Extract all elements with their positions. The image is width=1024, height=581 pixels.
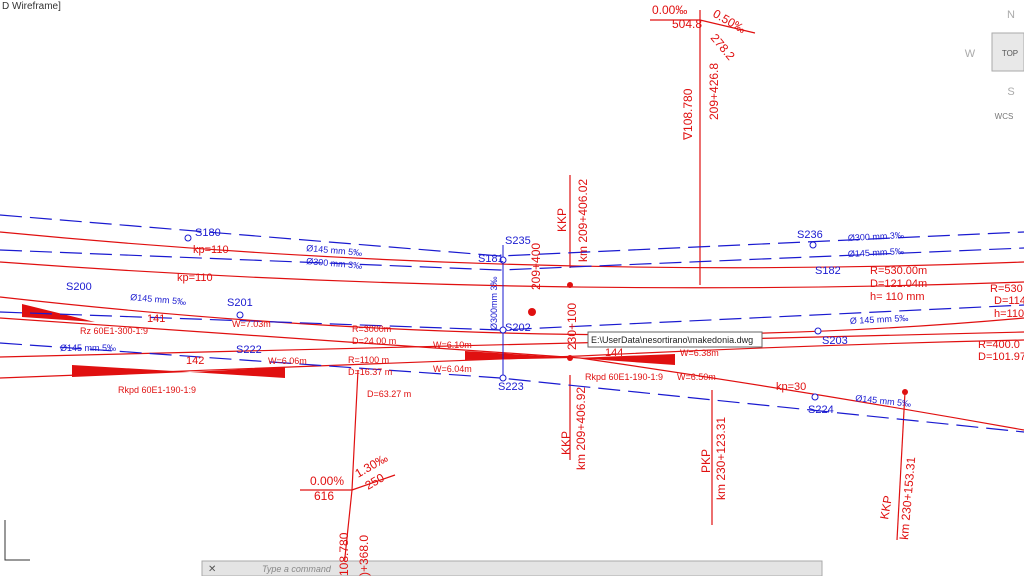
drawing-label: Ø145 mm 5‰ [60,343,116,353]
drawing-label: W=6.04m [433,364,472,374]
tooltip-box [587,331,763,348]
drawing-label: D=24.00 m [352,336,396,346]
alignment-lines [0,10,1024,577]
compass-w: W [965,48,976,60]
drawing-label: S201 [227,297,253,309]
drawing-label: Ø145 mm 5‰ [848,246,904,259]
drawing-label: S222 [236,344,262,356]
drawing-label: W=6.50m [677,372,716,382]
drawing-label: Rz 60E1-300-1:9 [80,326,148,336]
drawing-label: PKP [699,449,713,473]
drawing-label: )+368.0 [357,535,371,576]
drawing-label: R=530.00m [870,265,927,277]
drawing-label: D=121.04m [870,278,927,290]
drawing-label: S224 [808,404,834,416]
drawing-label: 108.780 [337,532,351,576]
drawing-label: 616 [314,489,334,503]
drawing-label: km 230+123.31 [714,417,728,500]
drawing-label: Ø 145 mm 5‰ [850,313,909,326]
drawing-label: 504.8 [672,17,702,31]
drawing-label: h= 110 mm [870,291,925,303]
viewport-label[interactable]: D Wireframe] [2,1,61,12]
drawing-label: 278.2 [708,31,738,63]
drawing-label: Ø145 mm 5‰ [306,243,363,258]
drawing-label: 209+426.8 [707,63,721,120]
drawing-label: Ø300mm 3‰ [489,276,499,330]
command-prompt[interactable]: Type a command [262,564,332,574]
drawing-label: S181 [478,253,504,265]
drawing-label: D=16.37 m [348,367,392,377]
drawing-label: S235 [505,235,531,247]
drawing-label: km 209+406.02 [576,179,590,262]
drawing-label: Ø145 mm 5‰ [855,393,912,409]
drawing-label: S236 [797,229,823,241]
drawing-label: W=6.06m [268,356,307,366]
drawing-label: 0.00‰ [652,3,687,17]
drawing-label: D=114 [994,295,1024,307]
drawing-label: h=110 [994,308,1024,320]
drawing-label: KKP [877,494,895,520]
compass-n: N [1007,9,1015,21]
drawing-label: Rkpd 60E1-190-1:9 [585,372,663,382]
drawing-label: Rkpd 60E1-190-1:9 [118,385,196,395]
drawing-label: kp=110 [177,272,213,284]
drawing-label: R=400.0 [978,339,1020,351]
drawing-label: km 230+153.31 [897,456,918,540]
drawing-label: Ø300 mm 3‰ [848,230,904,243]
drawing-label: Ø300 mm 3‰ [306,256,363,271]
close-button[interactable]: ✕ [208,564,216,575]
drawing-label: Ø145 mm 5‰ [130,292,187,307]
drawing-label: KKP [559,431,573,455]
drawing-label: R=3000m [352,324,391,334]
drawing-label: R=530 [990,283,1023,295]
drawing-label: W=7.03m [232,319,271,329]
drawing-label: S203 [822,335,848,347]
drawing-label: kp=30 [776,381,806,393]
drawing-label: 209+400 [529,243,543,290]
drawing-label: S180 [195,227,221,239]
ucs-menu[interactable]: WCS [995,112,1014,121]
drawing-label: ∇108.780 [681,88,695,141]
drawing-label: D=63.27 m [367,389,411,399]
drawing-label: R=1100 m [348,355,389,365]
drawing-label: W=6.10m [433,340,472,350]
drawing-label: kp=110 [193,244,229,256]
drawing-label: km 209+406.92 [574,387,588,470]
viewcube-top[interactable]: TOP [1002,49,1018,58]
drawing-label: 144 [605,347,623,359]
drawing-label: KKP [555,208,569,232]
drawing-label: 0.00% [310,474,344,488]
viewcube-face[interactable] [991,32,1024,72]
drawing-label: 230+100 [565,303,579,350]
drawing-label: S200 [66,281,92,293]
viewcube[interactable]: N W TOP S WCS [965,9,1024,121]
tooltip: E:\UserData\nesortirano\makedonia.dwg [591,335,753,345]
ucs-icon [4,520,30,561]
drawing-label: 142 [186,355,204,367]
drawing-label: S202 [505,322,531,334]
compass-s: S [1007,86,1014,98]
drawing-label: W=6.38m [680,348,719,358]
drawing-label: 141 [147,313,165,325]
drawing-label: D=101.97 [978,351,1024,363]
drawing-label: S223 [498,381,524,393]
drawing-label: S182 [815,265,841,277]
pipe-lines [0,214,1024,433]
